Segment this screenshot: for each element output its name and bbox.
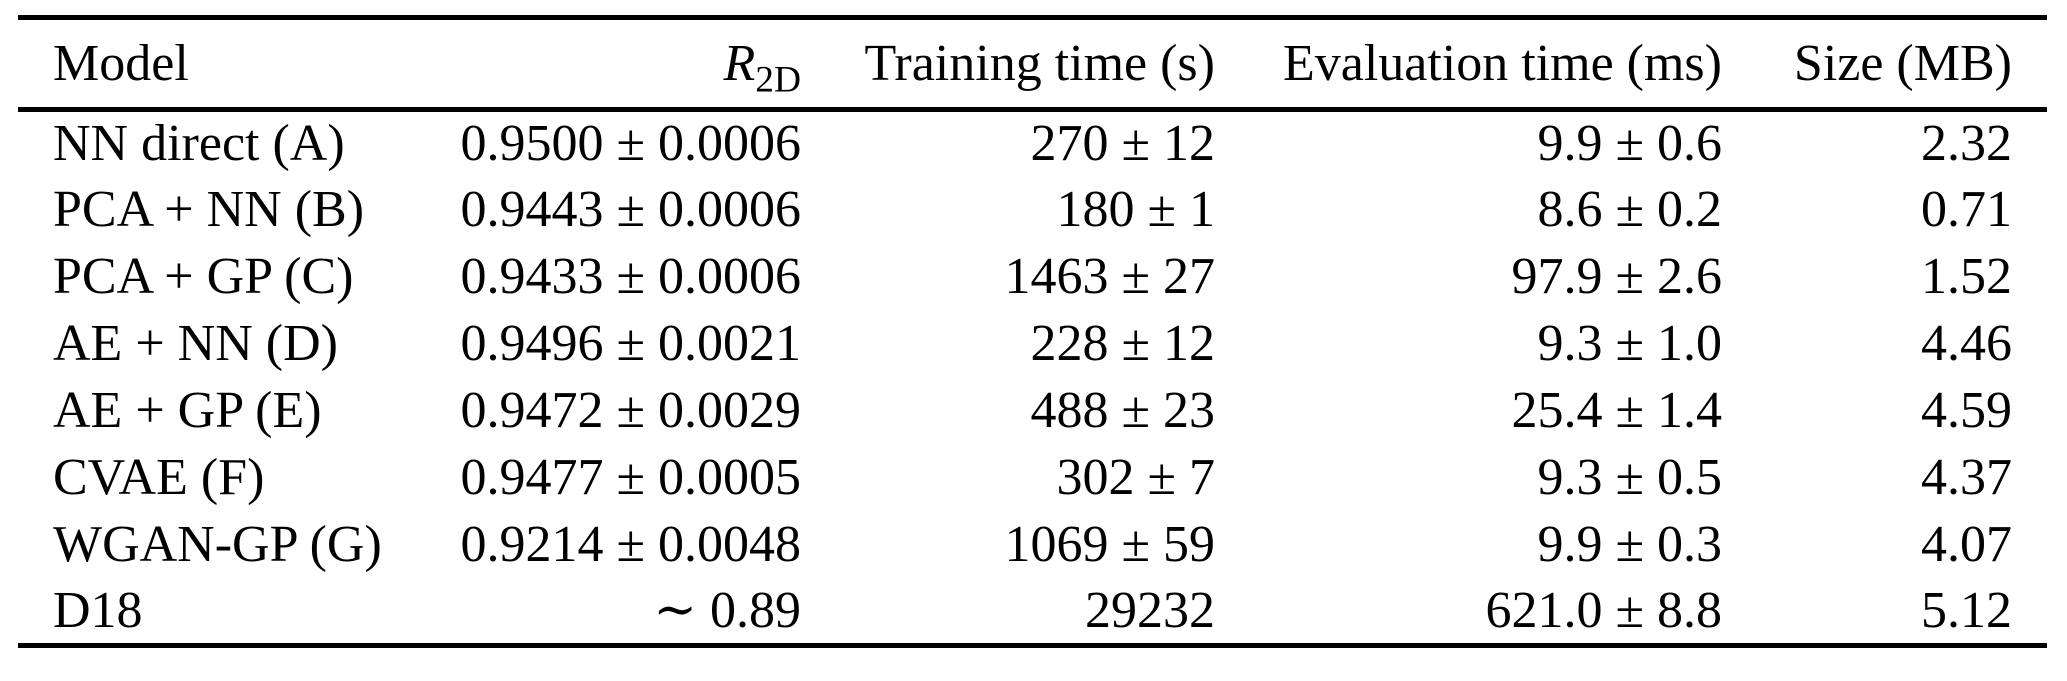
cell-training-time: 488 ± 23 xyxy=(1030,382,1215,439)
cell-size: 2.32 xyxy=(1921,115,2012,173)
cell-size: 4.07 xyxy=(1921,516,2012,573)
cell-training-time: 1463 ± 27 xyxy=(1004,248,1215,305)
cell-r2d: 0.9500 ± 0.0006 xyxy=(460,115,801,173)
header-row: Model R2D Training time (s) Evaluation t… xyxy=(18,18,2047,110)
table-row: NN direct (A) 0.9500 ± 0.0006 270 ± 12 9… xyxy=(18,110,2047,177)
col-header-training-time: Training time (s) xyxy=(864,34,1215,92)
col-header-r2d: R2D xyxy=(330,18,801,110)
cell-training-time: 29232 xyxy=(1085,581,1215,639)
cell-evaluation-time: 25.4 ± 1.4 xyxy=(1511,382,1722,439)
cell-evaluation-time: 9.3 ± 1.0 xyxy=(1537,315,1722,372)
cell-model: WGAN-GP (G) xyxy=(53,516,382,573)
cell-size: 1.52 xyxy=(1921,248,2012,305)
cell-training-time: 228 ± 12 xyxy=(1030,315,1215,372)
table-row: PCA + NN (B) 0.9443 ± 0.0006 180 ± 1 8.6… xyxy=(18,177,2047,244)
cell-size: 0.71 xyxy=(1921,181,2012,238)
col-header-model: Model xyxy=(53,34,189,92)
r2d-subscript: 2D xyxy=(755,58,801,100)
cell-r2d: 0.9443 ± 0.0006 xyxy=(460,181,801,238)
cell-size: 4.59 xyxy=(1921,382,2012,439)
cell-model: NN direct (A) xyxy=(53,115,345,173)
cell-model: AE + GP (E) xyxy=(53,382,322,439)
cell-model: PCA + GP (C) xyxy=(53,248,354,305)
cell-training-time: 180 ± 1 xyxy=(1056,181,1215,238)
cell-r2d: ∼ 0.89 xyxy=(653,581,801,639)
table-row: D18 ∼ 0.89 29232 621.0 ± 8.8 5.12 xyxy=(18,579,2047,646)
table-row: WGAN-GP (G) 0.9214 ± 0.0048 1069 ± 59 9.… xyxy=(18,512,2047,579)
cell-model: AE + NN (D) xyxy=(53,315,338,372)
cell-r2d: 0.9472 ± 0.0029 xyxy=(460,382,801,439)
cell-evaluation-time: 9.9 ± 0.3 xyxy=(1537,516,1722,573)
cell-r2d: 0.9496 ± 0.0021 xyxy=(460,315,801,372)
table-row: CVAE (F) 0.9477 ± 0.0005 302 ± 7 9.3 ± 0… xyxy=(18,445,2047,512)
cell-r2d: 0.9214 ± 0.0048 xyxy=(460,516,801,573)
cell-size: 5.12 xyxy=(1921,581,2012,639)
table-row: AE + GP (E) 0.9472 ± 0.0029 488 ± 23 25.… xyxy=(18,378,2047,445)
cell-r2d: 0.9433 ± 0.0006 xyxy=(460,248,801,305)
table-row: PCA + GP (C) 0.9433 ± 0.0006 1463 ± 27 9… xyxy=(18,244,2047,311)
cell-training-time: 1069 ± 59 xyxy=(1004,516,1215,573)
cell-evaluation-time: 9.9 ± 0.6 xyxy=(1537,115,1722,173)
cell-evaluation-time: 621.0 ± 8.8 xyxy=(1485,581,1722,639)
cell-evaluation-time: 97.9 ± 2.6 xyxy=(1511,248,1722,305)
cell-size: 4.46 xyxy=(1921,315,2012,372)
results-table: Model R2D Training time (s) Evaluation t… xyxy=(18,15,2047,648)
cell-evaluation-time: 8.6 ± 0.2 xyxy=(1537,181,1722,238)
cell-model: PCA + NN (B) xyxy=(53,181,365,238)
cell-model: CVAE (F) xyxy=(53,449,265,506)
cell-evaluation-time: 9.3 ± 0.5 xyxy=(1537,449,1722,506)
col-header-size: Size (MB) xyxy=(1793,34,2012,92)
cell-model: D18 xyxy=(53,581,143,639)
cell-training-time: 270 ± 12 xyxy=(1030,115,1215,173)
table-row: AE + NN (D) 0.9496 ± 0.0021 228 ± 12 9.3… xyxy=(18,311,2047,378)
r2d-symbol: R xyxy=(723,34,756,92)
cell-training-time: 302 ± 7 xyxy=(1056,449,1215,506)
col-header-evaluation-time: Evaluation time (ms) xyxy=(1282,34,1722,92)
cell-size: 4.37 xyxy=(1921,449,2012,506)
cell-r2d: 0.9477 ± 0.0005 xyxy=(460,449,801,506)
